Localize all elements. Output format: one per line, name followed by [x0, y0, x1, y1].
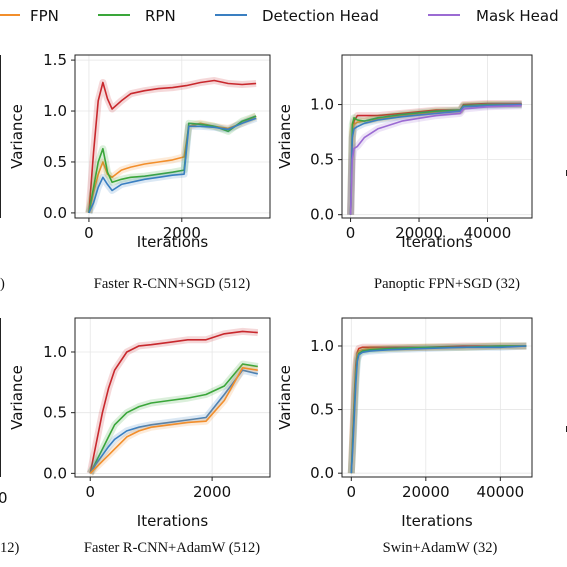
series-group: [347, 100, 522, 215]
series-line: [349, 103, 522, 215]
y-axis-label: Variance: [276, 104, 294, 169]
panel-faster-rcnn-sgd: Faster R-CNN+SGD (512) 0.0 0.5 1.0 1.5 0 2000…: [8, 51, 271, 292]
series-line: [89, 366, 258, 474]
panel-caption: Faster R-CNN+SGD (512): [94, 276, 251, 292]
plot-frame: [74, 54, 271, 219]
x-tick-label: 40000: [464, 224, 512, 242]
panel-caption: Faster R-CNN+AdamW (512): [84, 540, 260, 556]
panel-caption: Swin+AdamW (32): [383, 540, 498, 556]
y-tick-label: 1.0: [43, 343, 67, 361]
x-tick-label: 20000: [395, 224, 443, 242]
series-line: [89, 363, 258, 474]
y-axis-label: Variance: [8, 104, 26, 169]
x-tick-label: 40000: [476, 483, 524, 501]
legend: FPN RPN Detection Head Mask Head: [0, 7, 559, 25]
y-tick-label: 1.5: [43, 51, 67, 69]
x-tick-label: 2000: [163, 224, 201, 242]
legend-label-mask-head: Mask Head: [476, 7, 559, 25]
series-group: [86, 327, 259, 476]
x-tick-label: 0: [347, 483, 357, 501]
panel-faster-rcnn-adamw: Faster R-CNN+AdamW (512) 0.0 0.5 1.0 0 2000 I…: [8, 317, 271, 556]
panel-caption: Panoptic FPN+SGD (32): [374, 276, 520, 292]
series-line: [350, 345, 527, 474]
y-tick-label: 1.0: [43, 102, 67, 120]
left-caption-fragment-bottom: 12): [0, 540, 20, 556]
y-tick-label: 0.5: [310, 151, 334, 169]
edge-fragments: ) 0 12): [0, 55, 567, 556]
series-line: [89, 330, 258, 474]
y-tick-label: 0.5: [43, 404, 67, 422]
left-caption-fragment-top: ): [0, 276, 5, 292]
y-tick-label: 0.0: [310, 206, 334, 224]
x-axis-label: Iterations: [137, 233, 209, 251]
panel-panoptic-fpn-sgd: Panoptic FPN+SGD (32) 0.0 0.5 1.0 0 20000 400…: [276, 54, 533, 292]
series-group: [85, 77, 258, 215]
y-tick-label: 0.0: [43, 204, 67, 222]
plot-frame: [74, 317, 271, 478]
y-tick-label: 0.0: [43, 464, 67, 482]
y-tick-label: 0.5: [310, 401, 334, 419]
y-tick-label: 1.0: [310, 337, 334, 355]
x-axis-label: Iterations: [137, 512, 209, 530]
x-tick-label: 0: [85, 483, 95, 501]
y-axis-label: Variance: [8, 365, 26, 430]
plot-frame: [341, 317, 533, 478]
series-line: [88, 117, 257, 214]
y-tick-label: 1.0: [310, 96, 334, 114]
panel-swin-adamw: Swin+AdamW (32) 0.0 0.5 1.0 0 20000 40000Iter…: [276, 317, 533, 556]
x-tick-label: 2000: [193, 483, 231, 501]
y-axis-label: Variance: [276, 365, 294, 430]
legend-label-fpn: FPN: [30, 7, 59, 25]
y-tick-label: 0.5: [43, 153, 67, 171]
x-tick-label: 20000: [402, 483, 450, 501]
x-tick-label: 0: [84, 224, 94, 242]
legend-label-rpn: RPN: [145, 7, 176, 25]
x-axis-label: Iterations: [401, 233, 473, 251]
series-line: [349, 103, 522, 215]
series-line: [349, 104, 522, 215]
y-tick-label: 0.0: [310, 464, 334, 482]
plot-frame: [341, 54, 533, 219]
left-tick-fragment: 0: [0, 489, 8, 507]
x-tick-label: 0: [346, 224, 356, 242]
series-line: [88, 79, 257, 213]
series-line: [89, 369, 258, 474]
series-group: [347, 342, 527, 474]
legend-label-detection-head: Detection Head: [262, 7, 379, 25]
x-axis-label: Iterations: [401, 512, 473, 530]
